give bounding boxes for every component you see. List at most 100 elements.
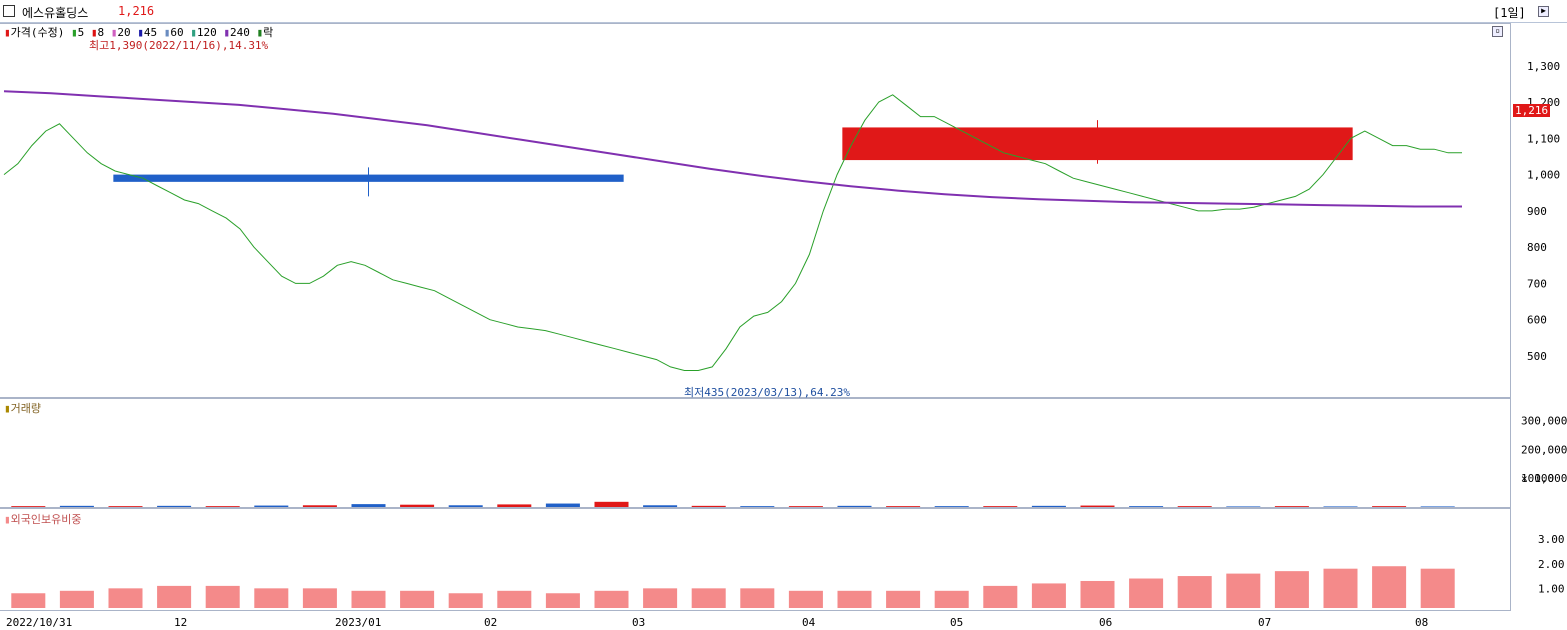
x-tick-label: 02	[484, 616, 497, 629]
chart-header: 에스유홀딩스 1,216 [1일] ▶	[0, 0, 1567, 23]
volume-bar	[1080, 505, 1115, 507]
foreign-bar	[1226, 573, 1261, 608]
volume-bar	[400, 504, 435, 507]
legend-ma-5: ▮5	[70, 26, 91, 39]
foreign-bar	[886, 590, 921, 608]
legend-ma-락: ▮락	[256, 26, 274, 39]
x-tick-label: 05	[950, 616, 963, 629]
volume-bar	[205, 506, 240, 507]
foreign-bar	[983, 585, 1018, 608]
foreign-bar	[205, 585, 240, 608]
x-tick-label: 2022/10/31	[6, 616, 72, 629]
volume-tick-label: 200,000	[1521, 443, 1567, 456]
low-annotation: 최저435(2023/03/13),64.23%	[684, 386, 850, 399]
price-tick-label: 500	[1527, 350, 1547, 363]
legend-price: 가격(수정)	[10, 26, 65, 39]
price-tick-label: 1,000	[1527, 169, 1560, 182]
foreign-bar	[400, 590, 435, 608]
price-tick-label: 700	[1527, 277, 1547, 290]
foreign-tick-label: 2.00	[1538, 558, 1565, 571]
x-tick-label: 04	[802, 616, 816, 629]
foreign-bar	[788, 590, 823, 608]
volume-bar	[545, 503, 580, 507]
foreign-bar	[59, 590, 94, 608]
x-tick-label: 12	[174, 616, 187, 629]
volume-bar	[983, 506, 1018, 507]
volume-title: ▮거래량	[4, 402, 41, 415]
foreign-bar	[1129, 578, 1164, 608]
foreign-bar	[1080, 580, 1115, 608]
volume-bar	[1420, 506, 1455, 507]
ma-legend: ▮5 ▮8 ▮20 ▮45 ▮60 ▮120 ▮240 ▮락	[71, 26, 273, 39]
volume-bar	[302, 505, 337, 507]
foreign-bar	[11, 593, 46, 608]
select-checkbox[interactable]	[3, 5, 15, 17]
foreign-bar	[643, 588, 678, 608]
foreign-bar	[448, 593, 483, 608]
foreign-bar	[497, 590, 532, 608]
volume-tick-label: × 100	[1521, 472, 1554, 485]
x-tick-label: 08	[1415, 616, 1428, 629]
legend-ma-60: ▮60	[163, 26, 191, 39]
volume-bar	[11, 506, 46, 507]
volume-bar	[643, 505, 678, 507]
foreign-bar	[1372, 566, 1407, 608]
price-tick-label: 1,300	[1527, 60, 1560, 73]
period-button[interactable]: [1일]	[1493, 6, 1526, 20]
foreign-bar	[934, 590, 969, 608]
current-price: 1,216	[118, 4, 155, 18]
volume-bar	[1177, 506, 1212, 507]
volume-bar	[1129, 506, 1164, 507]
legend-ma-120: ▮120	[190, 26, 224, 39]
volume-bar	[448, 505, 483, 507]
panel-minimize-icon[interactable]: ▫	[1492, 26, 1503, 37]
price-tick-label: 1,100	[1527, 132, 1560, 145]
foreign-bar	[1177, 576, 1212, 608]
foreign-panel	[0, 508, 1511, 611]
legend-ma-20: ▮20	[110, 26, 138, 39]
candle-body	[113, 174, 624, 182]
high-annotation: 최고1,390(2022/11/16),14.31%	[89, 39, 269, 52]
x-tick-label: 03	[632, 616, 645, 629]
foreign-bar	[740, 588, 775, 608]
volume-bar	[108, 506, 143, 507]
stock-name: 에스유홀딩스	[22, 6, 89, 20]
price-tick-label: 600	[1527, 314, 1547, 327]
x-tick-label: 07	[1258, 616, 1271, 629]
last-price-tag: 1,216	[1513, 104, 1551, 117]
volume-bar	[691, 505, 726, 507]
foreign-tick-label: 3.00	[1538, 533, 1565, 546]
foreign-bar	[302, 588, 337, 608]
ma-line-5	[3, 94, 1462, 371]
volume-bar	[59, 505, 94, 507]
x-tick-label: 06	[1099, 616, 1112, 629]
foreign-bar	[1031, 583, 1066, 608]
legend-ma-45: ▮45	[137, 26, 164, 39]
legend-ma-240: ▮240	[223, 26, 257, 39]
volume-tick-label: 300,000	[1521, 415, 1567, 428]
volume-bar	[740, 506, 775, 507]
volume-bar	[837, 505, 872, 507]
foreign-bar	[1274, 571, 1309, 608]
volume-panel	[0, 398, 1511, 508]
foreign-tick-label: 1.00	[1538, 582, 1565, 595]
foreign-bar	[157, 585, 192, 608]
volume-bar	[157, 505, 192, 507]
volume-bar	[497, 504, 532, 507]
volume-bar	[254, 505, 289, 507]
foreign-title: ▮외국인보유비중	[4, 513, 82, 526]
foreign-bar	[594, 590, 629, 608]
foreign-bar	[837, 590, 872, 608]
price-legend: ▮가격(수정) ▮5 ▮8 ▮20 ▮45 ▮60 ▮120 ▮240 ▮락	[4, 26, 274, 39]
foreign-bar	[1323, 568, 1358, 608]
volume-bar	[594, 501, 629, 507]
expand-icon[interactable]: ▶	[1538, 6, 1549, 17]
price-tick-label: 800	[1527, 241, 1547, 254]
foreign-bar	[108, 588, 143, 608]
foreign-bar	[1420, 568, 1455, 608]
volume-bar	[788, 506, 823, 507]
volume-bar	[1274, 506, 1309, 507]
foreign-bar	[691, 588, 726, 608]
volume-tick-label: 100,000	[1521, 472, 1567, 485]
